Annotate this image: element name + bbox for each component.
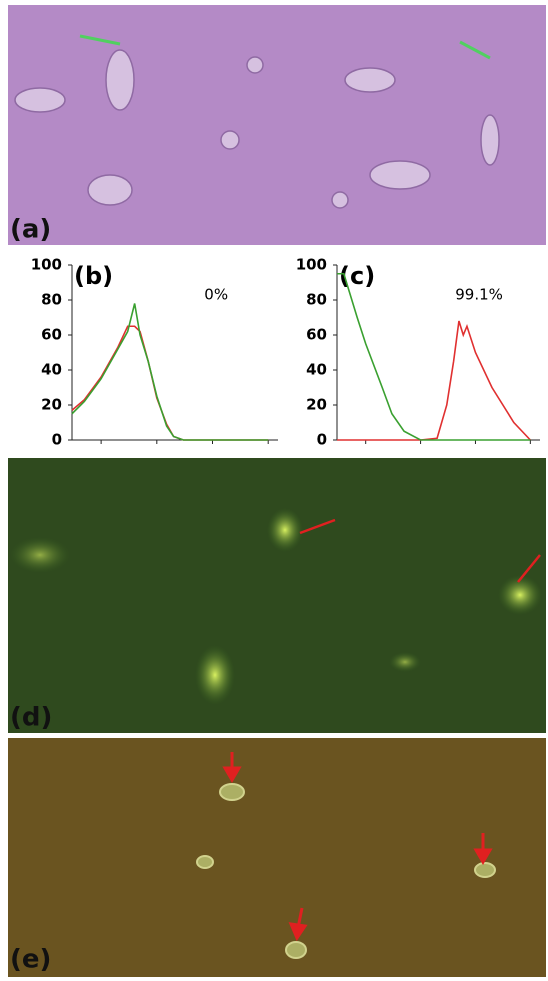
y-tick-label: 100	[296, 256, 327, 274]
panel-a: (a)	[8, 5, 546, 245]
y-tick-label: 80	[306, 291, 327, 309]
y-tick-label: 40	[306, 361, 327, 379]
series-line	[337, 321, 530, 440]
panel-e: (e)	[8, 738, 546, 977]
y-tick-label: 100	[31, 256, 62, 274]
y-tick-label: 20	[41, 396, 62, 414]
y-tick-label: 0	[317, 431, 327, 449]
chart-title: (b)	[74, 262, 113, 290]
panel-label: (a)	[10, 215, 51, 245]
y-tick-label: 40	[41, 361, 62, 379]
annotation: 99.1%	[455, 286, 503, 304]
y-tick-label: 60	[41, 326, 62, 344]
y-tick-label: 20	[306, 396, 327, 414]
y-tick-label: 80	[41, 291, 62, 309]
series-line	[72, 304, 268, 441]
panel-label: (e)	[10, 945, 51, 975]
annotation: 0%	[204, 286, 228, 304]
figure: (a) 02040608010010⁰10¹10²10³(b)0%0204060…	[0, 0, 548, 977]
histograms: 02040608010010⁰10¹10²10³(b)0%02040608010…	[31, 256, 545, 479]
panel-label: (d)	[10, 703, 52, 733]
y-tick-label: 60	[306, 326, 327, 344]
y-tick-label: 0	[52, 431, 62, 449]
series-line	[72, 326, 268, 440]
panel-d: (d)	[8, 458, 546, 733]
